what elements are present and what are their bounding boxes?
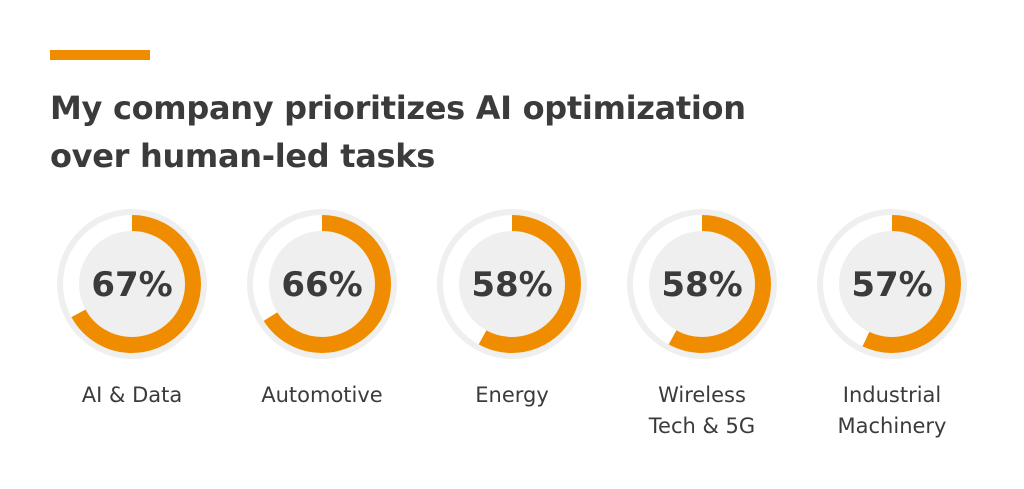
track-ring [437,209,587,359]
donut-chart: 57% Industrial Machinery [812,206,972,442]
value-arc [253,215,391,353]
value-arc [823,215,961,353]
value-arc [63,215,201,353]
value-label: 58% [661,265,742,305]
inner-disk [269,231,375,337]
title-line-1: My company prioritizes AI optimization [50,89,746,127]
category-label: Wireless Tech & 5G [648,383,756,438]
value-arc [633,215,771,353]
value-arc [443,215,581,353]
inner-disk [459,231,565,337]
value-label: 67% [91,265,172,305]
value-label: 57% [851,265,932,305]
category-label: Energy [475,383,549,407]
category-label: Industrial Machinery [837,383,947,438]
track-ring [817,209,967,359]
donut-chart: 67% AI & Data [52,206,212,411]
category-label: AI & Data [81,383,183,407]
donut-chart: 58% Energy [432,206,592,411]
track-ring [57,209,207,359]
category-label: Automotive [261,383,383,407]
inner-disk [79,231,185,337]
donut-chart: 66% Automotive [242,206,402,411]
title-line-2: over human-led tasks [50,137,436,175]
inner-disk [839,231,945,337]
track-ring [247,209,397,359]
donut-chart: 58% Wireless Tech & 5G [622,206,782,442]
inner-disk [649,231,755,337]
accent-bar [50,50,150,60]
page-title: My company prioritizes AI optimization o… [50,84,746,180]
track-ring [627,209,777,359]
value-label: 66% [281,265,362,305]
value-label: 58% [471,265,552,305]
